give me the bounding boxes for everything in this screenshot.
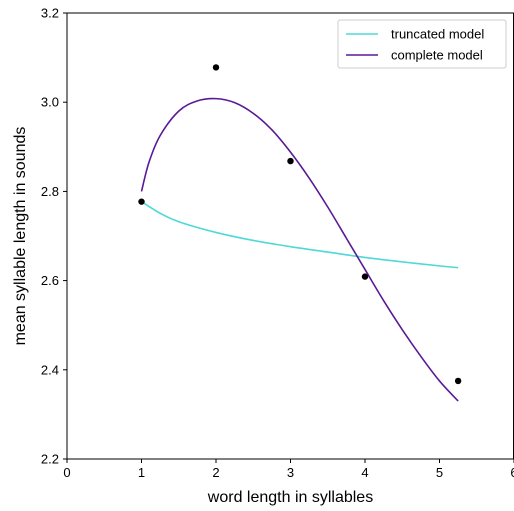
y-axis-title: mean syllable length in sounds [12, 127, 29, 346]
x-axis-title: word length in syllables [207, 489, 373, 506]
data-point [138, 198, 145, 205]
data-point [454, 377, 462, 385]
data-point [287, 157, 294, 165]
x-tick-label: 0 [63, 465, 70, 480]
y-tick-label: 2.6 [41, 273, 59, 288]
data-point [212, 64, 220, 71]
y-ticks: 2.2 2.4 2.6 2.8 3.0 3.2 [41, 6, 67, 467]
y-tick-label: 2.2 [41, 452, 59, 467]
data-points [138, 64, 462, 385]
plot-area: 0 1 2 3 4 5 6 2.2 2.4 2.6 2.8 3.0 3.2 [41, 6, 514, 480]
series-line-complete-model [140, 97, 459, 402]
y-tick-label: 2.4 [41, 362, 59, 377]
legend-label-truncated-model: truncated model [391, 27, 484, 42]
data-point [361, 273, 369, 280]
x-tick-label: 3 [287, 465, 294, 480]
x-ticks: 0 1 2 3 4 5 6 [63, 459, 514, 480]
legend-box [337, 19, 507, 69]
y-tick-label: 2.8 [41, 184, 59, 199]
y-tick-label: 3.2 [41, 6, 59, 21]
x-tick-label: 2 [212, 465, 219, 480]
x-tick-label: 4 [361, 465, 368, 480]
x-tick-label: 5 [436, 465, 443, 480]
x-tick-label: 6 [510, 465, 514, 480]
x-tick-label: 1 [138, 465, 145, 480]
y-tick-label: 3.0 [41, 95, 59, 110]
series-line-truncated-model [141, 200, 459, 269]
series-lines [140, 97, 459, 402]
legend-label-complete-model: complete model [391, 48, 483, 63]
legend: truncated model complete model [337, 19, 507, 69]
